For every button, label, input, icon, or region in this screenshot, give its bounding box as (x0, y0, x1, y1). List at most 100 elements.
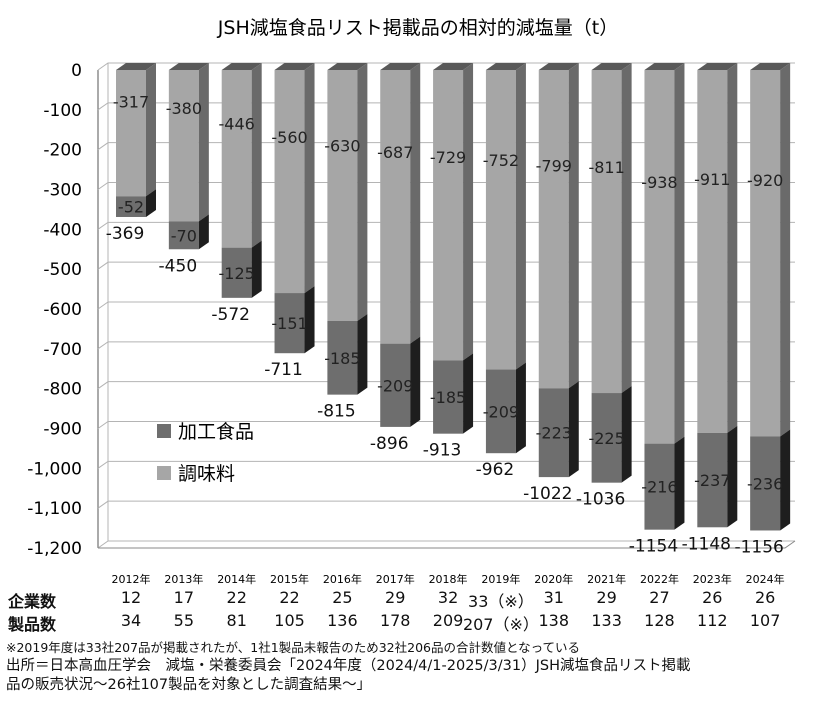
y-tick-label: -400 (43, 220, 82, 240)
footnote: ※2019年度は33社207品が掲載されたが、1社1製品未報告のため32社206… (6, 640, 580, 655)
seasoning-value-label: -752 (483, 151, 519, 170)
processed-value-label: -52 (118, 198, 144, 217)
seasoning-value-label: -920 (747, 171, 783, 190)
legend-label-processed: 加工食品 (178, 421, 254, 443)
x-tick-label: 2018年 (429, 572, 468, 586)
products-row-value: 128 (644, 611, 675, 630)
bars (116, 63, 791, 531)
processed-value-label: -216 (641, 478, 677, 497)
grid-line (97, 540, 795, 549)
grid-line (97, 500, 795, 509)
y-tick-label: -300 (43, 181, 82, 201)
processed-value-label: -237 (694, 471, 730, 490)
bar-processed (750, 429, 791, 531)
seasoning-value-label: -938 (641, 173, 677, 192)
x-tick-label: 2019年 (481, 572, 520, 586)
products-row-value: 81 (226, 611, 247, 630)
bar-seasoning (116, 63, 156, 197)
x-tick-label: 2023年 (693, 572, 732, 586)
total-value-label: -962 (476, 460, 515, 480)
total-value-label: -572 (211, 305, 250, 325)
bar-processed (221, 240, 262, 298)
processed-value-label: -70 (171, 226, 197, 245)
companies-row-value: 33（※） (468, 592, 534, 611)
y-tick-label: -1,200 (27, 539, 82, 559)
bar-seasoning (221, 63, 262, 248)
bar-processed (697, 425, 738, 528)
products-row-value: 34 (120, 611, 142, 630)
products-row-value: 133 (591, 611, 622, 630)
processed-value-label: -125 (219, 264, 255, 283)
total-value-label: -896 (370, 434, 409, 454)
total-value-label: -1036 (576, 490, 625, 510)
bar-top (433, 63, 474, 70)
processed-value-label: -236 (747, 474, 783, 493)
companies-row-value: 17 (173, 588, 195, 607)
legend-swatch-processed (157, 424, 171, 438)
products-row-value: 55 (173, 611, 195, 630)
products-row-value: 207（※） (462, 615, 539, 634)
companies-row-value: 22 (279, 588, 300, 607)
y-tick-label: -800 (43, 380, 82, 400)
processed-value-label: -225 (588, 429, 624, 448)
bar-processed (591, 386, 632, 483)
bar-processed (116, 189, 156, 217)
companies-row-value: 29 (596, 588, 617, 607)
seasoning-value-label: -799 (536, 156, 572, 175)
bar-seasoning (168, 63, 209, 222)
total-value-label: -815 (317, 402, 356, 422)
bar-seasoning (750, 63, 791, 437)
x-tick-label: 2020年 (534, 572, 573, 586)
x-tick-label: 2012年 (112, 572, 151, 586)
products-row-label: 製品数 (8, 615, 57, 634)
y-tick-label: -1,000 (27, 459, 82, 479)
bar-seasoning (644, 63, 685, 444)
x-tick-label: 2022年 (640, 572, 679, 586)
total-value-label: -1154 (629, 537, 678, 557)
source: 出所＝日本高血圧学会 減塩・栄養委員会「2024年度（2024/4/1-2025… (6, 657, 806, 695)
companies-row-value: 25 (332, 588, 353, 607)
products-row-value: 138 (538, 611, 570, 630)
y-tick-label: -200 (43, 141, 82, 161)
seasoning-value-label: -911 (694, 170, 730, 189)
y-tick-label: -900 (43, 420, 82, 440)
seasoning-value-label: -729 (430, 148, 466, 167)
total-value-label: -369 (106, 224, 145, 244)
y-tick-label: -100 (43, 101, 82, 121)
bar-top (591, 63, 632, 70)
bar-top (750, 63, 791, 70)
x-tick-label: 2024年 (746, 572, 785, 586)
x-tick-label: 2021年 (587, 572, 626, 586)
y-axis: 0 -100 -200 -300 -400 -500 -600 -700 -800 -900 -1,… (27, 61, 82, 559)
bar-seasoning (380, 63, 421, 344)
x-tick-label: 2014年 (217, 572, 256, 586)
bar-processed (168, 214, 209, 250)
legend-swatch-seasoning (157, 466, 171, 480)
processed-value-label: -209 (483, 402, 519, 421)
bar-top (327, 63, 368, 70)
y-tick-label: 0 (71, 61, 82, 81)
bar-top (644, 63, 685, 70)
processed-value-label: -151 (271, 314, 307, 333)
seasoning-value-label: -811 (588, 158, 624, 177)
companies-row-value: 22 (226, 588, 247, 607)
companies-row-value: 31 (543, 588, 564, 607)
legend-label-seasoning: 調味料 (178, 463, 235, 485)
data-labels: -317 -52 -369 -380 -70 -450 -446 -125 -572 -560 -1… (106, 93, 784, 558)
seasoning-value-label: -380 (166, 99, 202, 118)
seasoning-value-label: -317 (113, 93, 149, 112)
products-row-value: 209 (432, 611, 464, 630)
products-row-value: 136 (327, 611, 358, 630)
y-tick-label: -500 (43, 260, 82, 280)
seasoning-value-label: -446 (219, 114, 255, 133)
x-axis: 2012年 2013年 2014年 2015年 2016年 2017年 2018年 2019年… (112, 572, 785, 586)
total-value-label: -1156 (734, 537, 783, 557)
bar-processed (380, 336, 421, 427)
y-tick-label: -1,100 (27, 499, 82, 519)
total-value-label: -450 (159, 256, 198, 276)
bar-processed (274, 286, 315, 354)
bar-top (116, 63, 156, 70)
legend: 加工食品 調味料 (157, 421, 254, 485)
total-value-label: -1148 (682, 534, 731, 554)
companies-row-value: 12 (120, 588, 142, 607)
